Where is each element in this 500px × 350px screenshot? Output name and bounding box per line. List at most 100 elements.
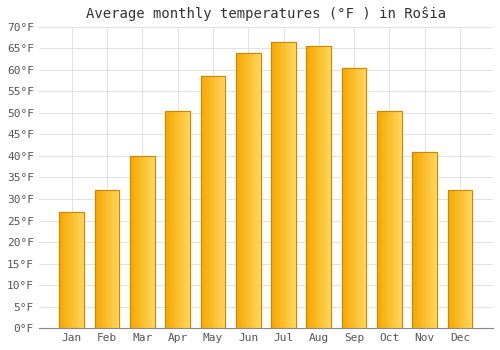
- Bar: [200, 76, 226, 328]
- Bar: [60, 212, 84, 328]
- Bar: [271, 42, 296, 328]
- Bar: [272, 42, 274, 328]
- Bar: [104, 190, 106, 328]
- Bar: [348, 68, 349, 328]
- Bar: [390, 111, 392, 328]
- Bar: [358, 68, 359, 328]
- Bar: [170, 111, 172, 328]
- Bar: [200, 76, 202, 328]
- Bar: [471, 190, 472, 328]
- Bar: [456, 190, 458, 328]
- Bar: [378, 111, 380, 328]
- Bar: [436, 152, 437, 328]
- Bar: [179, 111, 180, 328]
- Bar: [432, 152, 434, 328]
- Bar: [424, 152, 426, 328]
- Bar: [294, 42, 296, 328]
- Bar: [166, 111, 168, 328]
- Bar: [134, 156, 135, 328]
- Bar: [278, 42, 280, 328]
- Bar: [185, 111, 186, 328]
- Bar: [464, 190, 465, 328]
- Bar: [110, 190, 111, 328]
- Bar: [151, 156, 152, 328]
- Bar: [397, 111, 398, 328]
- Bar: [60, 212, 62, 328]
- Bar: [80, 212, 82, 328]
- Bar: [275, 42, 276, 328]
- Bar: [70, 212, 72, 328]
- Bar: [208, 76, 210, 328]
- Bar: [212, 76, 213, 328]
- Bar: [459, 190, 460, 328]
- Bar: [412, 152, 437, 328]
- Bar: [68, 212, 70, 328]
- Title: Average monthly temperatures (°F ) in Roŝia: Average monthly temperatures (°F ) in Ro…: [86, 7, 446, 21]
- Bar: [434, 152, 436, 328]
- Bar: [242, 52, 244, 328]
- Bar: [240, 52, 241, 328]
- Bar: [431, 152, 432, 328]
- Bar: [328, 46, 330, 328]
- Bar: [174, 111, 175, 328]
- Bar: [384, 111, 386, 328]
- Bar: [206, 76, 207, 328]
- Bar: [342, 68, 366, 328]
- Bar: [214, 76, 216, 328]
- Bar: [470, 190, 471, 328]
- Bar: [114, 190, 116, 328]
- Bar: [63, 212, 64, 328]
- Bar: [79, 212, 80, 328]
- Bar: [377, 111, 402, 328]
- Bar: [202, 76, 203, 328]
- Bar: [315, 46, 316, 328]
- Bar: [394, 111, 396, 328]
- Bar: [454, 190, 455, 328]
- Bar: [253, 52, 254, 328]
- Bar: [186, 111, 188, 328]
- Bar: [140, 156, 141, 328]
- Bar: [76, 212, 77, 328]
- Bar: [462, 190, 464, 328]
- Bar: [424, 152, 425, 328]
- Bar: [427, 152, 428, 328]
- Bar: [254, 52, 256, 328]
- Bar: [182, 111, 184, 328]
- Bar: [281, 42, 282, 328]
- Bar: [322, 46, 324, 328]
- Bar: [172, 111, 174, 328]
- Bar: [308, 46, 309, 328]
- Bar: [166, 111, 190, 328]
- Bar: [342, 68, 366, 328]
- Bar: [292, 42, 294, 328]
- Bar: [247, 52, 248, 328]
- Bar: [458, 190, 459, 328]
- Bar: [241, 52, 242, 328]
- Bar: [175, 111, 176, 328]
- Bar: [312, 46, 314, 328]
- Bar: [282, 42, 284, 328]
- Bar: [141, 156, 142, 328]
- Bar: [342, 68, 343, 328]
- Bar: [306, 46, 308, 328]
- Bar: [64, 212, 66, 328]
- Bar: [176, 111, 178, 328]
- Bar: [83, 212, 84, 328]
- Bar: [200, 76, 226, 328]
- Bar: [213, 76, 214, 328]
- Bar: [426, 152, 427, 328]
- Bar: [421, 152, 422, 328]
- Bar: [450, 190, 452, 328]
- Bar: [257, 52, 258, 328]
- Bar: [237, 52, 238, 328]
- Bar: [314, 46, 315, 328]
- Bar: [136, 156, 138, 328]
- Bar: [112, 190, 114, 328]
- Bar: [452, 190, 454, 328]
- Bar: [238, 52, 240, 328]
- Bar: [216, 76, 218, 328]
- Bar: [316, 46, 318, 328]
- Bar: [326, 46, 328, 328]
- Bar: [271, 42, 272, 328]
- Bar: [222, 76, 223, 328]
